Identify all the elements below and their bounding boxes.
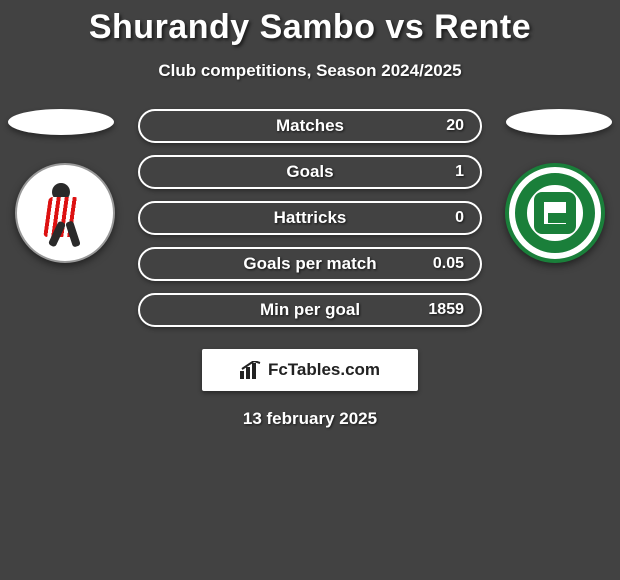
brand-badge[interactable]: FcTables.com — [202, 349, 418, 391]
comparison-body: Matches 20 Goals 1 Hattricks 0 Goals per… — [0, 109, 620, 327]
stat-label: Goals per match — [243, 254, 376, 274]
stat-row-goals: Goals 1 — [138, 155, 482, 189]
stat-row-hattricks: Hattricks 0 — [138, 201, 482, 235]
stat-value: 0 — [455, 209, 464, 227]
stat-row-goals-per-match: Goals per match 0.05 — [138, 247, 482, 281]
stat-value: 1859 — [428, 301, 464, 319]
chart-icon — [240, 361, 262, 379]
brand-text: FcTables.com — [268, 360, 380, 380]
left-club-badge — [15, 163, 115, 263]
left-player-placeholder — [8, 109, 114, 135]
page-title: Shurandy Sambo vs Rente — [0, 8, 620, 47]
sparta-runner-legs-icon — [49, 221, 87, 247]
groningen-g-icon — [534, 192, 576, 234]
stat-row-min-per-goal: Min per goal 1859 — [138, 293, 482, 327]
page-subtitle: Club competitions, Season 2024/2025 — [0, 61, 620, 81]
stat-value: 0.05 — [433, 255, 464, 273]
stat-label: Hattricks — [274, 208, 347, 228]
stat-label: Min per goal — [260, 300, 360, 320]
right-player-column — [500, 109, 610, 263]
left-player-column — [10, 109, 120, 263]
stats-list: Matches 20 Goals 1 Hattricks 0 Goals per… — [138, 109, 482, 327]
stat-value: 1 — [455, 163, 464, 181]
comparison-card: Shurandy Sambo vs Rente Club competition… — [0, 0, 620, 429]
right-club-badge — [505, 163, 605, 263]
date-label: 13 february 2025 — [0, 409, 620, 429]
stat-row-matches: Matches 20 — [138, 109, 482, 143]
stat-label: Matches — [276, 116, 344, 136]
right-player-placeholder — [506, 109, 612, 135]
stat-label: Goals — [286, 162, 333, 182]
stat-value: 20 — [446, 117, 464, 135]
